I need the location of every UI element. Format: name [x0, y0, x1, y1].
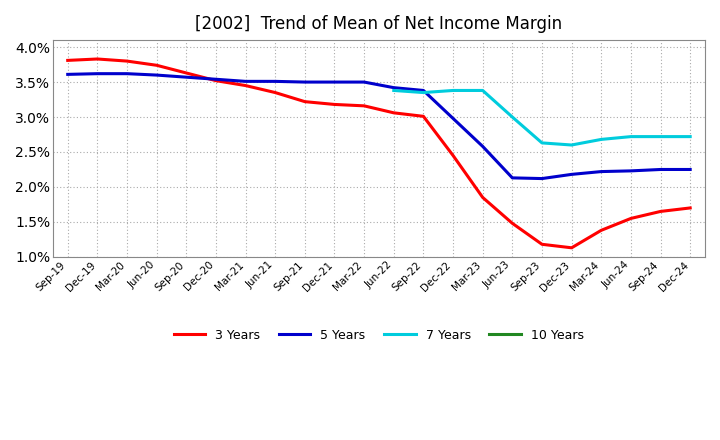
5 Years	[656, 167, 665, 172]
5 Years	[597, 169, 606, 174]
5 Years	[241, 79, 250, 84]
3 Years	[567, 245, 576, 250]
3 Years	[508, 221, 517, 226]
3 Years	[656, 209, 665, 214]
7 Years	[390, 88, 398, 93]
7 Years	[419, 90, 428, 95]
5 Years	[360, 80, 369, 85]
7 Years	[626, 134, 635, 139]
7 Years	[508, 114, 517, 120]
3 Years	[597, 227, 606, 233]
5 Years	[478, 144, 487, 149]
3 Years	[330, 102, 339, 107]
5 Years	[212, 77, 220, 82]
3 Years	[686, 205, 695, 211]
3 Years	[360, 103, 369, 109]
3 Years	[63, 58, 72, 63]
Line: 3 Years: 3 Years	[68, 59, 690, 248]
3 Years	[241, 83, 250, 88]
Legend: 3 Years, 5 Years, 7 Years, 10 Years: 3 Years, 5 Years, 7 Years, 10 Years	[169, 324, 589, 347]
5 Years	[153, 73, 161, 78]
3 Years	[300, 99, 309, 104]
7 Years	[656, 134, 665, 139]
5 Years	[182, 74, 191, 80]
3 Years	[182, 70, 191, 76]
5 Years	[93, 71, 102, 76]
3 Years	[153, 62, 161, 68]
7 Years	[597, 137, 606, 142]
3 Years	[212, 78, 220, 83]
Line: 5 Years: 5 Years	[68, 73, 690, 179]
5 Years	[449, 116, 457, 121]
5 Years	[300, 80, 309, 85]
5 Years	[419, 88, 428, 93]
5 Years	[122, 71, 131, 76]
3 Years	[93, 56, 102, 62]
7 Years	[478, 88, 487, 93]
5 Years	[390, 85, 398, 90]
Line: 7 Years: 7 Years	[394, 91, 690, 145]
5 Years	[508, 175, 517, 180]
3 Years	[419, 114, 428, 119]
5 Years	[626, 168, 635, 173]
7 Years	[567, 143, 576, 148]
3 Years	[626, 216, 635, 221]
Title: [2002]  Trend of Mean of Net Income Margin: [2002] Trend of Mean of Net Income Margi…	[195, 15, 562, 33]
7 Years	[449, 88, 457, 93]
3 Years	[478, 195, 487, 200]
7 Years	[686, 134, 695, 139]
3 Years	[271, 90, 279, 95]
5 Years	[271, 79, 279, 84]
5 Years	[686, 167, 695, 172]
7 Years	[538, 140, 546, 146]
5 Years	[538, 176, 546, 181]
3 Years	[449, 153, 457, 158]
3 Years	[538, 242, 546, 247]
3 Years	[390, 110, 398, 115]
5 Years	[567, 172, 576, 177]
5 Years	[330, 80, 339, 85]
5 Years	[63, 72, 72, 77]
3 Years	[122, 59, 131, 64]
